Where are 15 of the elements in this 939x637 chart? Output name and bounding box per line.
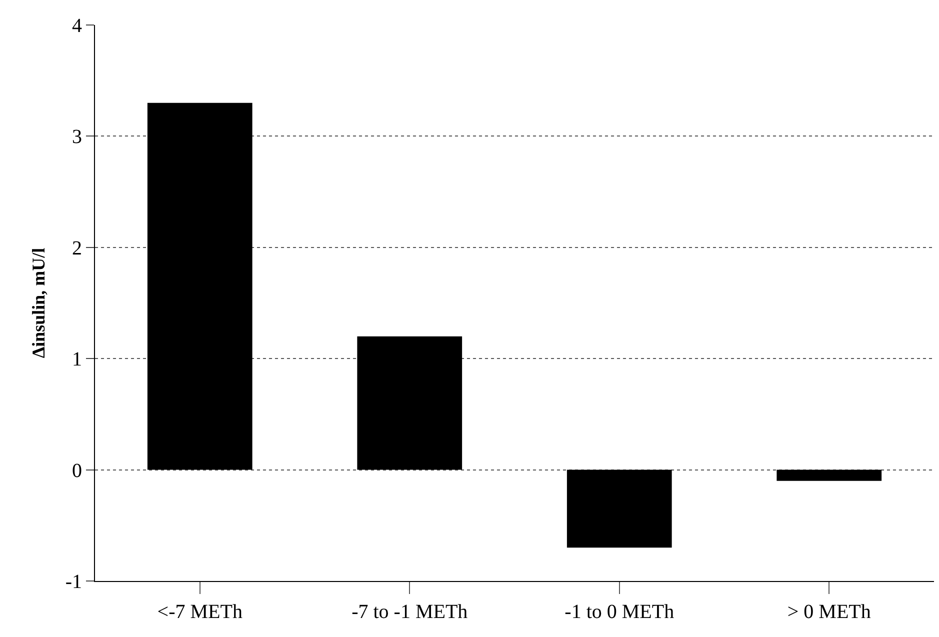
y-axis-title: Δinsulin, mU/l bbox=[28, 248, 49, 358]
bar bbox=[357, 336, 462, 470]
y-tick-label: 2 bbox=[72, 237, 82, 260]
y-tick-label: -1 bbox=[65, 571, 82, 593]
bar bbox=[776, 470, 882, 481]
y-tick-label: 0 bbox=[72, 460, 82, 482]
bar bbox=[566, 470, 672, 548]
y-tick-label: 4 bbox=[72, 15, 82, 37]
y-tick-label: 3 bbox=[72, 126, 82, 148]
bar bbox=[147, 102, 252, 470]
x-tick-label: -7 to -1 METh bbox=[352, 601, 468, 623]
y-tick-label: 1 bbox=[72, 348, 82, 371]
x-tick-label: -1 to 0 METh bbox=[564, 601, 674, 623]
x-tick-label: > 0 METh bbox=[787, 601, 871, 623]
x-tick-label: <-7 METh bbox=[157, 601, 242, 623]
